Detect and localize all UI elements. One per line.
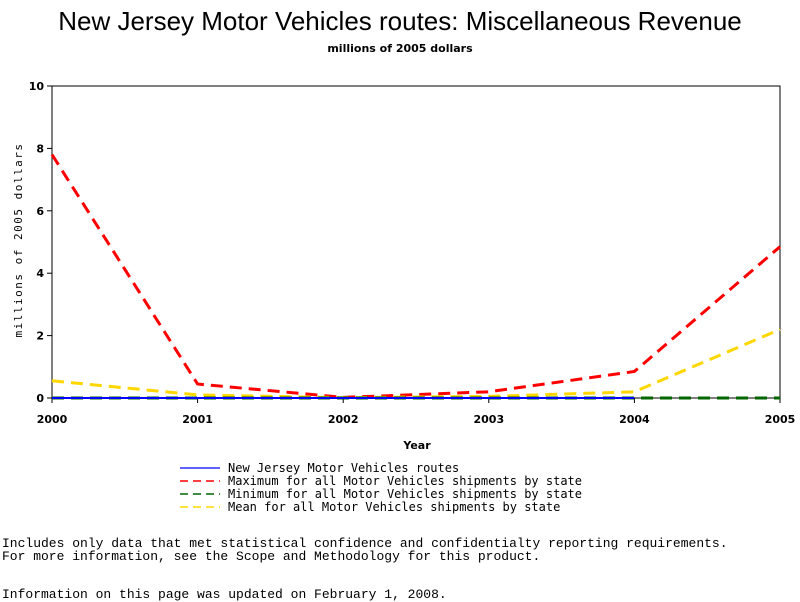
legend-label-2: Minimum for all Motor Vehicles shipments… (228, 487, 582, 501)
legend-label-0: New Jersey Motor Vehicles routes (228, 461, 459, 475)
y-tick-label: 2 (36, 330, 44, 343)
line-chart: 0 2 4 6 8 10 2000 2001 2002 2003 2004 2005 Year milli… (12, 80, 795, 514)
legend: New Jersey Motor Vehicles routesMaximum … (180, 461, 582, 514)
chart-subtitle: millions of 2005 dollars (327, 42, 473, 55)
x-tick-label: 2003 (473, 413, 504, 426)
footnote-methodology: For more information, see the Scope and … (2, 549, 541, 564)
series-line-3 (51, 328, 781, 400)
footnote-updated: Information on this page was updated on … (2, 587, 447, 602)
chart-title: New Jersey Motor Vehicles routes: Miscel… (58, 6, 742, 36)
x-tick-label: 2000 (37, 413, 68, 426)
y-axis-label: millions of 2005 dollars (12, 143, 25, 338)
series-line-1 (50, 153, 781, 399)
y-tick-label: 6 (36, 205, 44, 218)
x-tick-label: 2002 (328, 413, 359, 426)
x-tick-label: 2005 (765, 413, 796, 426)
legend-label-1: Maximum for all Motor Vehicles shipments… (228, 474, 582, 488)
x-tick-label: 2001 (182, 413, 213, 426)
y-tick-label: 8 (36, 142, 44, 155)
x-axis-label: Year (402, 439, 431, 452)
y-tick-label: 10 (29, 80, 45, 93)
footnote-confidence: Includes only data that met statistical … (2, 536, 728, 551)
plot-frame (51, 85, 781, 399)
series-lines (50, 153, 781, 400)
x-tick-label: 2004 (619, 413, 650, 426)
y-tick-label: 0 (36, 392, 44, 405)
axes: 0 2 4 6 8 10 2000 2001 2002 2003 2004 2005 Year milli… (12, 80, 795, 452)
legend-label-3: Mean for all Motor Vehicles shipments by… (228, 500, 560, 514)
y-tick-label: 4 (36, 267, 44, 280)
